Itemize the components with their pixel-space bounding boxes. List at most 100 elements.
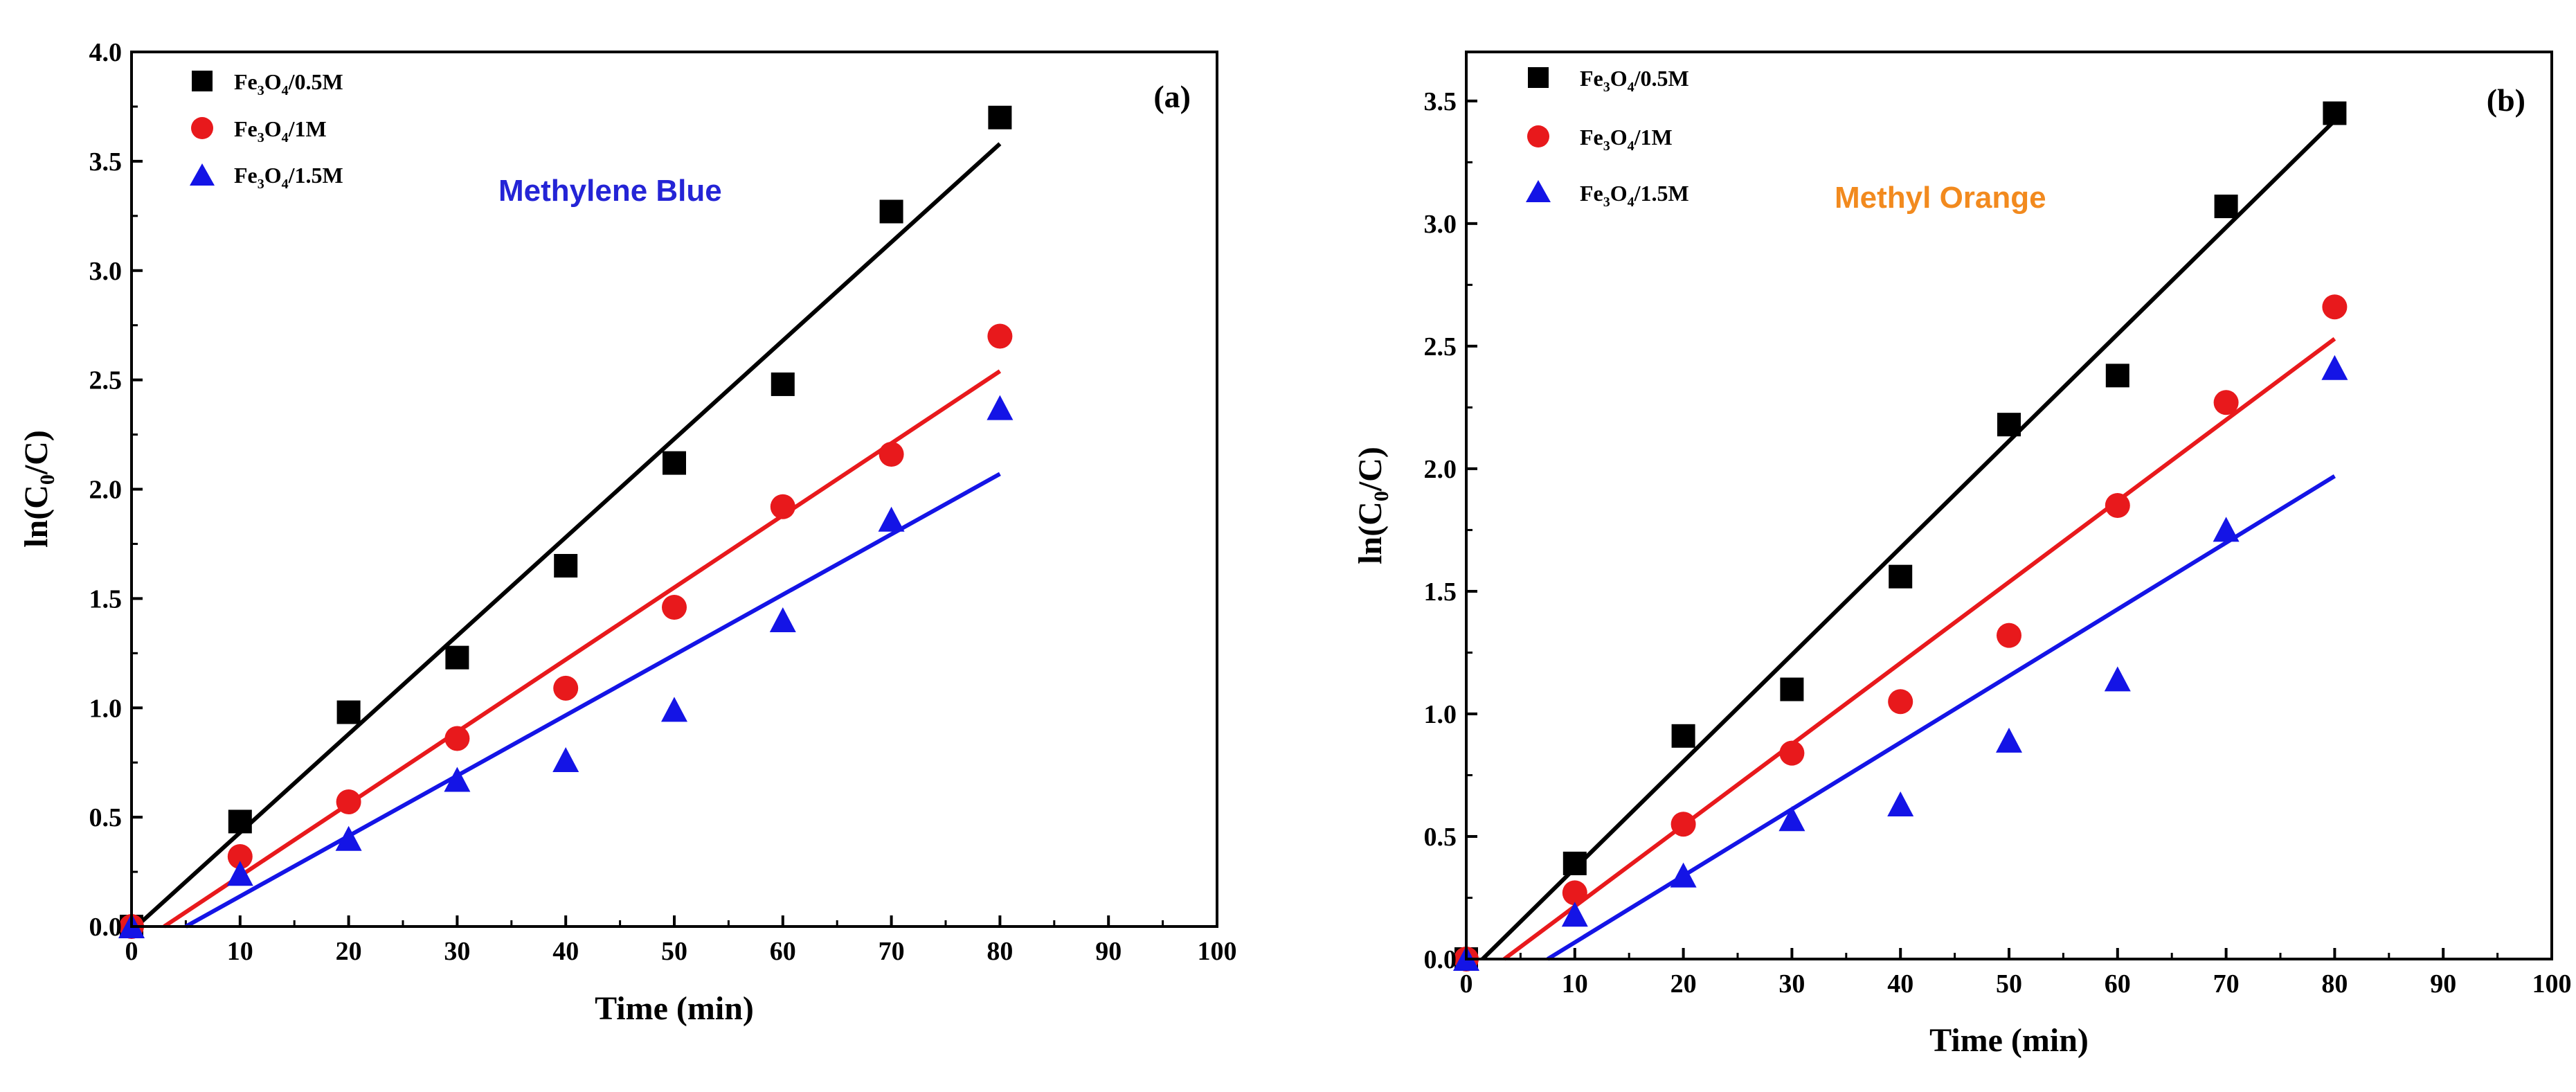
- x-tick-label: 70: [879, 937, 905, 966]
- x-tick-label: 80: [2321, 969, 2348, 999]
- x-tick-label: 0: [125, 937, 138, 966]
- data-point: [2105, 364, 2129, 388]
- panel-b-y-axis-title: ln(C0/C): [1352, 447, 1393, 564]
- x-tick-label: 30: [444, 937, 470, 966]
- data-point: [769, 607, 796, 632]
- data-point: [1888, 689, 1913, 715]
- x-tick-label: 100: [2532, 969, 2572, 999]
- y-tick-label: 3.5: [89, 147, 123, 177]
- y-tick-label: 0.5: [89, 803, 123, 832]
- legend-label-1.5m: Fe3O4/1.5M: [234, 163, 343, 192]
- panel-a-dye-label: Methylene Blue: [498, 174, 722, 208]
- data-point: [878, 506, 905, 532]
- data-point: [1562, 851, 1587, 875]
- legend-marker-circle: [191, 117, 213, 139]
- data-point: [662, 595, 687, 620]
- legend-label-0.5m: Fe3O4/0.5M: [234, 69, 343, 98]
- data-point: [228, 809, 252, 834]
- panel-a: 0 10 20 30 40 50 60 70 80 90 100 0.0 0.5 1.0 1.5 2.0 2.…: [18, 38, 1237, 1027]
- data-point: [335, 825, 362, 851]
- legend-marker-triangle: [1526, 180, 1551, 202]
- data-point: [1671, 724, 1695, 748]
- panel-a-plot-frame: [130, 51, 1218, 928]
- data-point: [1779, 740, 1805, 766]
- data-point: [661, 697, 687, 722]
- y-tick-label: 3.0: [89, 257, 123, 286]
- data-point: [1996, 727, 2022, 753]
- fit-line: [184, 472, 1001, 929]
- data-point: [987, 323, 1013, 349]
- x-tick-label: 60: [770, 937, 796, 966]
- x-tick-label: 10: [227, 937, 253, 966]
- data-point: [1780, 677, 1804, 701]
- legend-marker-triangle: [190, 163, 215, 186]
- y-tick-label: 2.5: [1424, 332, 1457, 361]
- data-point: [988, 105, 1012, 129]
- fit-line: [1481, 118, 2336, 961]
- y-tick-label: 0.5: [1424, 823, 1457, 852]
- panel-b-plot-frame: [1465, 51, 2553, 960]
- x-tick-label: 20: [1670, 969, 1697, 999]
- data-point: [2104, 666, 2131, 692]
- legend-label-1m: Fe3O4/1M: [1580, 125, 1673, 154]
- y-tick-label: 2.5: [89, 366, 123, 395]
- x-tick-label: 50: [1996, 969, 2022, 999]
- data-point: [1997, 623, 2021, 648]
- data-point: [336, 700, 361, 724]
- legend-marker-square: [1528, 67, 1549, 88]
- y-tick-label: 3.0: [1424, 210, 1457, 239]
- data-point: [1562, 880, 1587, 906]
- x-tick-label: 50: [661, 937, 687, 966]
- data-point: [771, 372, 795, 396]
- x-tick-label: 10: [1562, 969, 1588, 999]
- y-tick-label: 0.0: [1424, 945, 1457, 974]
- panel-b: 0 10 20 30 40 50 60 70 80 90 100 0.0 0.5 1.0 1.5 2.0 2.…: [1352, 51, 2572, 1059]
- x-tick-label: 90: [2430, 969, 2456, 999]
- y-tick-label: 1.0: [1424, 700, 1457, 729]
- data-point: [336, 789, 361, 815]
- data-point: [1887, 791, 1914, 816]
- data-point: [226, 861, 253, 886]
- data-point: [227, 843, 253, 869]
- panel-a-x-axis-title: Time (min): [595, 990, 754, 1027]
- x-tick-label: 70: [2213, 969, 2240, 999]
- panel-a-fit-lines: [129, 142, 1002, 933]
- data-point: [444, 726, 470, 751]
- y-tick-label: 1.0: [89, 694, 123, 723]
- panel-a-y-axis-title: ln(C0/C): [18, 430, 59, 548]
- data-point: [2322, 294, 2348, 320]
- panel-b-legend: Fe3O4/0.5M Fe3O4/1M Fe3O4/1.5M: [1526, 66, 1689, 210]
- fit-line: [1503, 337, 2336, 961]
- y-tick-label: 0.0: [89, 913, 123, 942]
- panel-b-x-tick-labels: 0 10 20 30 40 50 60 70 80 90 100: [1460, 969, 2572, 999]
- fit-line: [129, 142, 1002, 933]
- panel-b-y-tick-labels: 0.0 0.5 1.0 1.5 2.0 2.5 3.0 3.5: [1424, 87, 1457, 974]
- x-tick-label: 20: [336, 937, 362, 966]
- data-point: [2323, 101, 2347, 125]
- legend-marker-square: [192, 71, 213, 91]
- legend-label-1m: Fe3O4/1M: [234, 116, 327, 145]
- data-point: [987, 395, 1014, 420]
- panel-a-label: (a): [1153, 79, 1191, 114]
- data-point: [2214, 195, 2238, 219]
- y-tick-label: 1.5: [89, 584, 123, 614]
- x-tick-label: 30: [1778, 969, 1805, 999]
- data-point: [1778, 806, 1805, 832]
- data-point: [2213, 390, 2239, 415]
- data-point: [2321, 355, 2348, 380]
- fit-line: [163, 369, 1002, 929]
- y-tick-label: 2.0: [1424, 455, 1457, 484]
- panel-b-data-points: [1453, 101, 2348, 972]
- y-tick-label: 4.0: [89, 38, 123, 67]
- y-tick-label: 2.0: [89, 476, 123, 505]
- data-point: [879, 441, 904, 467]
- data-point: [1561, 902, 1588, 927]
- data-point: [552, 747, 579, 773]
- x-tick-label: 90: [1095, 937, 1122, 966]
- data-point: [879, 199, 903, 224]
- panel-a-y-tick-labels: 0.0 0.5 1.0 1.5 2.0 2.5 3.0 3.5 4.0: [89, 38, 123, 942]
- x-tick-label: 100: [1198, 937, 1237, 966]
- data-point: [444, 767, 471, 792]
